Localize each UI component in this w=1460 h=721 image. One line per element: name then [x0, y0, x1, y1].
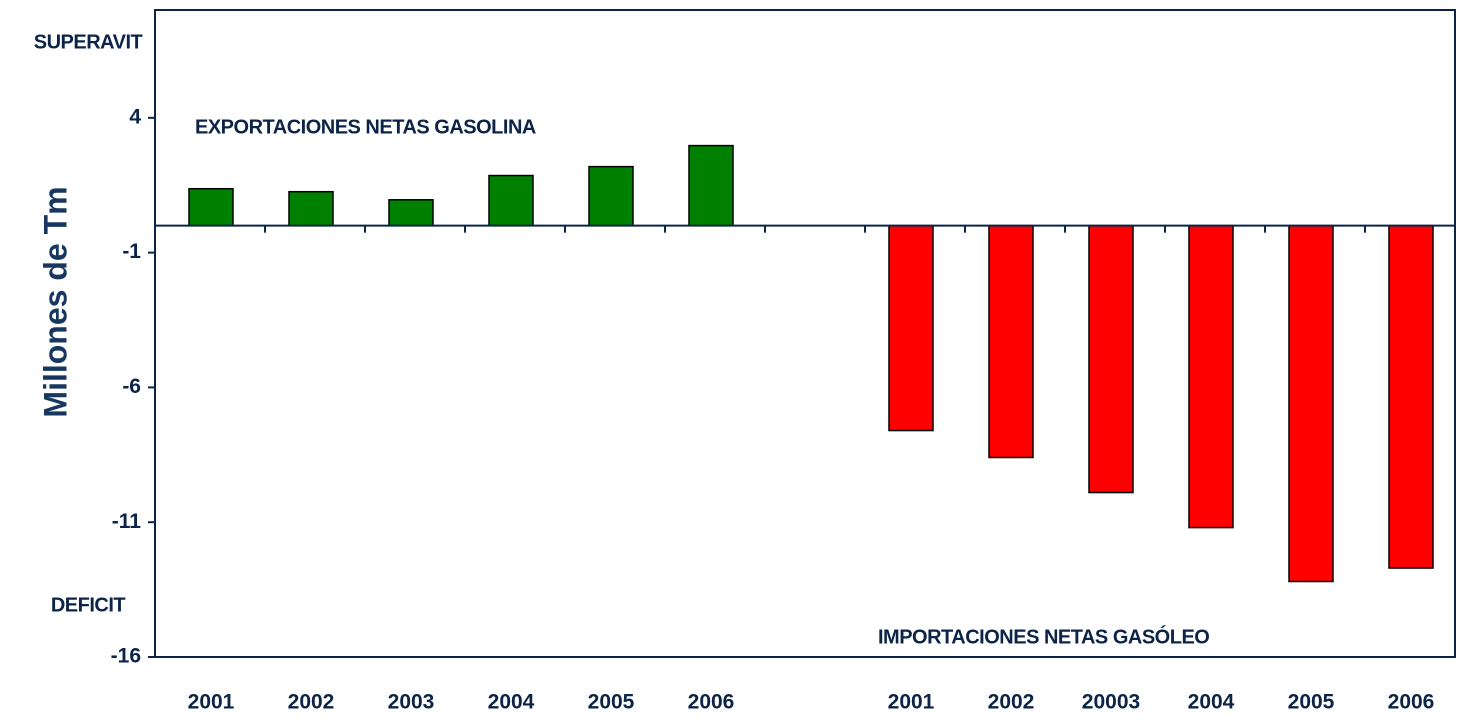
x-tick-label: 2004	[1188, 691, 1235, 714]
bar	[488, 174, 534, 227]
x-tick-label: 2004	[488, 691, 535, 714]
bar	[888, 224, 934, 432]
bar	[1088, 224, 1134, 494]
x-tick-label: 2001	[188, 691, 235, 714]
bar	[1188, 224, 1234, 529]
x-tick-label: 2003	[388, 691, 435, 714]
x-tick-label: 2001	[888, 691, 935, 714]
x-tick-label: 2005	[1288, 691, 1335, 714]
bar	[288, 190, 334, 227]
series-label: EXPORTACIONES NETAS GASOLINA	[195, 116, 536, 138]
y-tick-label: 4	[129, 105, 141, 128]
bar	[988, 224, 1034, 459]
x-tick-label: 2006	[688, 691, 735, 714]
bar	[1288, 224, 1334, 583]
y-tick-label: -16	[111, 645, 141, 668]
y-axis-label: Millones de Tm	[37, 186, 73, 417]
x-tick-label: 2002	[988, 691, 1035, 714]
annotation: SUPERAVIT	[34, 31, 143, 53]
x-tick-label: 20003	[1082, 691, 1140, 714]
series-label: IMPORTACIONES NETAS GASÓLEO	[878, 624, 1209, 648]
bar	[388, 199, 434, 227]
bar	[188, 187, 234, 227]
x-tick-label: 2002	[288, 691, 335, 714]
bar	[688, 144, 734, 227]
x-tick-label: 2006	[1388, 691, 1435, 714]
y-tick-label: -6	[122, 375, 141, 398]
bar	[1388, 224, 1434, 569]
bar	[588, 165, 634, 227]
annotation: DEFICIT	[51, 594, 126, 616]
y-tick-label: -1	[122, 240, 141, 263]
y-tick-label: -11	[112, 510, 142, 533]
x-tick-label: 2005	[588, 691, 635, 714]
plot-frame	[154, 9, 1456, 658]
